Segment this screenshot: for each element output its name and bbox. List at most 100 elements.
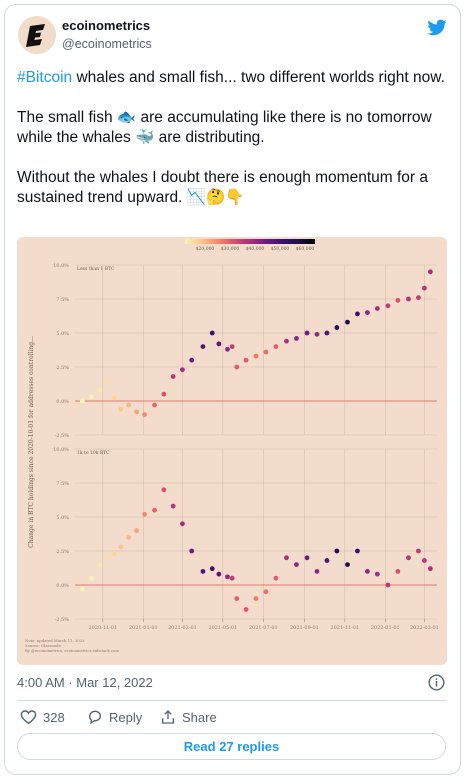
point <box>200 569 206 574</box>
x-tick-label: 2022-03-01 <box>410 625 439 631</box>
point <box>79 398 85 404</box>
point <box>89 394 94 400</box>
point <box>304 330 310 336</box>
share-icon <box>162 710 174 724</box>
y-tick-label: 2.5% <box>56 549 69 555</box>
point <box>161 391 167 397</box>
point <box>180 521 185 527</box>
point <box>324 558 330 563</box>
reply-button[interactable]: Reply <box>87 708 142 726</box>
like-button[interactable]: 328 <box>20 708 65 726</box>
point <box>273 344 279 349</box>
colorbar-label: $30,000 <box>221 246 240 252</box>
point <box>395 569 401 574</box>
point <box>209 330 215 336</box>
point <box>406 296 411 302</box>
y-tick-label: 5.0% <box>56 515 69 521</box>
paragraph: #Bitcoin whales and small fish... two di… <box>17 68 453 88</box>
point <box>170 374 176 379</box>
author-name[interactable]: ecoinometrics <box>62 18 151 33</box>
point <box>142 511 148 517</box>
twitter-logo[interactable] <box>426 16 448 38</box>
info-icon[interactable] <box>428 674 445 691</box>
y-tick-label: 2.5% <box>56 365 69 371</box>
y-tick-label: 7.5% <box>56 297 69 303</box>
point <box>273 575 279 581</box>
author-handle[interactable]: @ecoinometrics <box>62 37 152 51</box>
footnote: Note: updated March 11, 2022 <box>25 638 85 643</box>
point <box>422 558 427 563</box>
text: whales and small fish... two different w… <box>72 69 445 86</box>
point <box>118 544 124 550</box>
point <box>324 330 330 336</box>
timestamp[interactable]: 4:00 AM · Mar 12, 2022 <box>17 675 153 690</box>
point <box>234 596 240 601</box>
point <box>355 548 360 554</box>
point <box>200 344 206 349</box>
chart-image[interactable]: $20,000 $30,000 $40,000 $50,000 $60,000 Chang… <box>17 237 447 665</box>
point <box>111 551 117 557</box>
colorbar-label: $20,000 <box>196 246 215 252</box>
heart-icon <box>20 710 37 725</box>
point <box>161 487 167 493</box>
x-tick-label: 2021-11-01 <box>330 625 359 631</box>
point <box>79 586 85 592</box>
point <box>416 548 421 554</box>
point <box>422 285 427 291</box>
point <box>427 269 433 275</box>
paragraph: The small fish 🐟 are accumulating like t… <box>17 109 432 146</box>
point <box>134 528 140 533</box>
point <box>314 569 320 574</box>
y-tick-label: 10.0% <box>53 447 69 453</box>
y-tick-label: -2.5% <box>55 617 70 623</box>
reply-icon <box>88 710 102 725</box>
point <box>134 409 140 415</box>
point <box>284 555 289 561</box>
read-replies-button[interactable]: Read 27 replies <box>17 733 446 760</box>
point <box>374 571 380 577</box>
point <box>284 338 289 344</box>
point <box>294 336 299 341</box>
point <box>406 555 411 561</box>
panel-title: Less than 1 BTC <box>77 266 115 272</box>
colorbar-label: $50,000 <box>271 246 290 252</box>
point <box>253 353 259 359</box>
y-tick-label: 7.5% <box>56 481 69 487</box>
point <box>225 574 230 580</box>
y-tick-label: -2.5% <box>55 433 70 439</box>
point <box>243 357 249 363</box>
point <box>152 402 157 408</box>
y-tick-label: 0.0% <box>56 399 69 405</box>
point <box>189 548 195 554</box>
x-tick-label: 2021-05-01 <box>208 625 237 631</box>
avatar[interactable] <box>18 16 56 54</box>
point <box>355 311 360 317</box>
point <box>385 303 391 309</box>
like-count: 328 <box>43 709 65 725</box>
y-axis-label: Change in BTC holdings since 2020-10-01 … <box>28 336 35 548</box>
point <box>374 306 380 311</box>
share-button[interactable]: Share <box>160 708 217 726</box>
point <box>142 412 148 417</box>
point <box>304 555 310 561</box>
x-tick-label: 2021-07-01 <box>249 625 278 631</box>
point <box>126 535 132 540</box>
point <box>253 596 259 601</box>
x-tick-label: 2021-01-01 <box>129 625 158 631</box>
point <box>225 346 230 352</box>
colorbar-label: $60,000 <box>296 246 315 252</box>
point <box>118 406 124 412</box>
point <box>229 344 235 349</box>
point <box>209 566 215 572</box>
point <box>170 503 176 509</box>
x-tick-label: 2022-01-01 <box>371 625 400 631</box>
point <box>126 402 132 408</box>
footnote: Source: Glassnode <box>25 643 62 648</box>
hashtag[interactable]: #Bitcoin <box>17 69 73 86</box>
point <box>334 548 340 554</box>
point <box>263 349 269 355</box>
chart-background <box>17 237 447 665</box>
point <box>105 555 110 561</box>
point <box>180 367 185 373</box>
